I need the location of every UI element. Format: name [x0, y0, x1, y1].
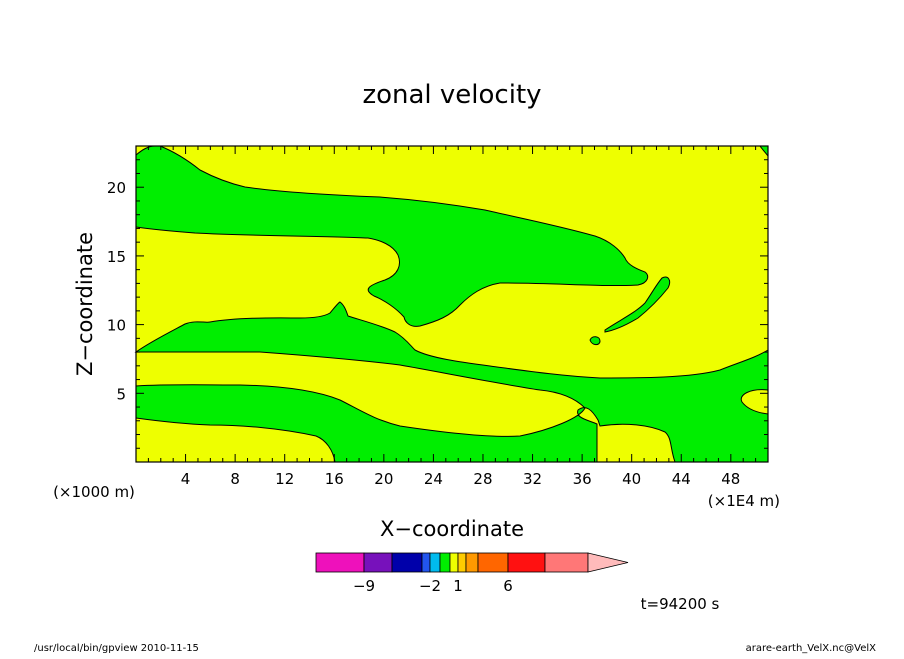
- colorbar-segment: [477, 552, 509, 573]
- colorbar-extension-arrow: [587, 552, 629, 573]
- y-tick-label: 5: [116, 385, 126, 403]
- x-tick-label: 36: [573, 470, 592, 488]
- colorbar-segment: [363, 552, 393, 573]
- x-unit-label: (×1E4 m): [708, 492, 780, 510]
- x-tick-label: 8: [230, 470, 240, 488]
- region-green-blob: [589, 336, 601, 346]
- colorbar-tick-label: −9: [353, 577, 375, 595]
- x-ticks: 4 8 12 16 20 24 28 32 36 40 44 48: [147, 146, 757, 488]
- colorbar: −9 −2 1 6: [315, 552, 629, 595]
- time-label: t=94200 s: [641, 595, 720, 613]
- colorbar-tick-label: 1: [453, 577, 463, 595]
- colorbar-tick-label: −2: [419, 577, 441, 595]
- colorbar-tick-label: 6: [503, 577, 513, 595]
- x-axis-label: X−coordinate: [380, 517, 524, 541]
- x-tick-label: 12: [275, 470, 294, 488]
- colorbar-segment: [421, 552, 431, 573]
- colorbar-segment: [544, 552, 589, 573]
- chart-title: zonal velocity: [362, 80, 541, 110]
- x-tick-label: 28: [473, 470, 492, 488]
- plot-frame: [135, 145, 769, 463]
- y-unit-label: (×1000 m): [53, 483, 135, 501]
- y-ticks: 5 10 15 20: [107, 159, 768, 449]
- colorbar-segment: [429, 552, 441, 573]
- x-tick-label: 4: [181, 470, 191, 488]
- colorbar-segment: [391, 552, 423, 573]
- y-tick-label: 10: [107, 317, 126, 335]
- footer-right: arare-earth_VelX.nc@VelX: [746, 643, 877, 654]
- colorbar-segment: [457, 552, 467, 573]
- x-tick-label: 44: [672, 470, 691, 488]
- y-axis-label: Z−coordinate: [73, 232, 97, 376]
- x-tick-label: 32: [523, 470, 542, 488]
- y-tick-label: 20: [107, 179, 126, 197]
- colorbar-segment: [439, 552, 451, 573]
- colorbar-segment: [507, 552, 546, 573]
- region-green-middle: [134, 301, 769, 463]
- colorbar-segment: [449, 552, 459, 573]
- colorbar-segment: [315, 552, 365, 573]
- region-green-streak: [604, 276, 671, 333]
- colorbar-segment: [465, 552, 479, 573]
- x-tick-label: 20: [374, 470, 393, 488]
- y-tick-label: 15: [107, 248, 126, 266]
- region-green-top: [135, 145, 649, 327]
- footer-left: /usr/local/bin/gpview 2010-11-15: [34, 643, 199, 654]
- x-tick-label: 40: [622, 470, 641, 488]
- x-tick-label: 48: [721, 470, 740, 488]
- x-tick-label: 16: [325, 470, 344, 488]
- x-tick-label: 24: [424, 470, 443, 488]
